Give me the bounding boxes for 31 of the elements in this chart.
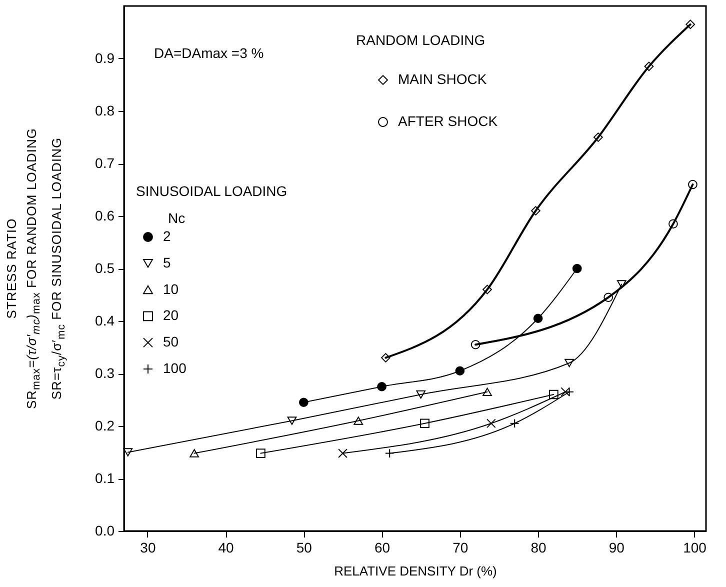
legend-label: AFTER SHOCK bbox=[398, 113, 498, 129]
y-tick-label: 0.2 bbox=[95, 418, 115, 434]
annotation: SINUSOIDAL LOADING bbox=[136, 183, 288, 199]
legend-label: 50 bbox=[163, 334, 179, 350]
x-tick-label: 90 bbox=[608, 540, 625, 556]
x-tick-label: 100 bbox=[683, 540, 707, 556]
y-tick-label: 0.6 bbox=[95, 208, 115, 224]
legend-label: 5 bbox=[163, 254, 171, 270]
x-tick-label: 40 bbox=[218, 540, 234, 556]
y-tick-label: 0.1 bbox=[95, 470, 115, 486]
x-tick-label: 60 bbox=[374, 540, 390, 556]
text: Nc bbox=[168, 210, 186, 226]
x-tick-label: 50 bbox=[296, 540, 312, 556]
legend-label: 10 bbox=[163, 280, 179, 297]
y-tick-label: 0.8 bbox=[95, 102, 115, 118]
legend-label: 100 bbox=[163, 360, 187, 376]
x-tick-label: 30 bbox=[140, 540, 156, 556]
annotation: DA=DAmax =3 % bbox=[154, 45, 264, 61]
y-tick-label: 0.4 bbox=[95, 312, 115, 328]
x-tick-label: 70 bbox=[452, 540, 468, 556]
x-axis-title: RELATIVE DENSITY Dr (%) bbox=[334, 564, 497, 578]
text: RANDOM LOADING bbox=[356, 32, 486, 48]
legend-label: MAIN SHOCK bbox=[398, 71, 488, 87]
x-tick-label: 80 bbox=[530, 540, 547, 556]
y-tick-label: 0.3 bbox=[95, 365, 115, 381]
y-tick-label: 0.0 bbox=[95, 522, 115, 538]
y-tick-label: 0.9 bbox=[95, 50, 115, 66]
y-tick-label: 0.5 bbox=[95, 260, 115, 276]
legend-label: 2 bbox=[163, 228, 171, 244]
y-tick-label: 0.7 bbox=[95, 155, 115, 171]
legend-label: 20 bbox=[163, 307, 179, 324]
